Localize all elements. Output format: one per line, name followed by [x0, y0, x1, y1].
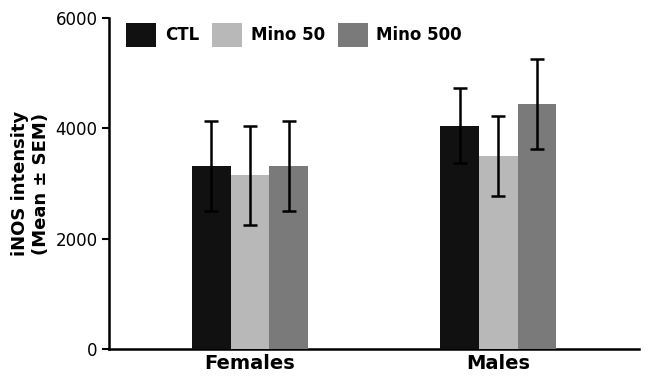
Bar — [440, 126, 479, 349]
Bar — [231, 175, 269, 349]
Bar — [479, 156, 517, 349]
Bar — [517, 104, 556, 349]
Bar — [269, 166, 308, 349]
Bar — [192, 166, 231, 349]
Y-axis label: iNOS intensity
(Mean ± SEM): iNOS intensity (Mean ± SEM) — [11, 111, 50, 256]
Legend: CTL, Mino 50, Mino 500: CTL, Mino 50, Mino 500 — [123, 20, 465, 50]
